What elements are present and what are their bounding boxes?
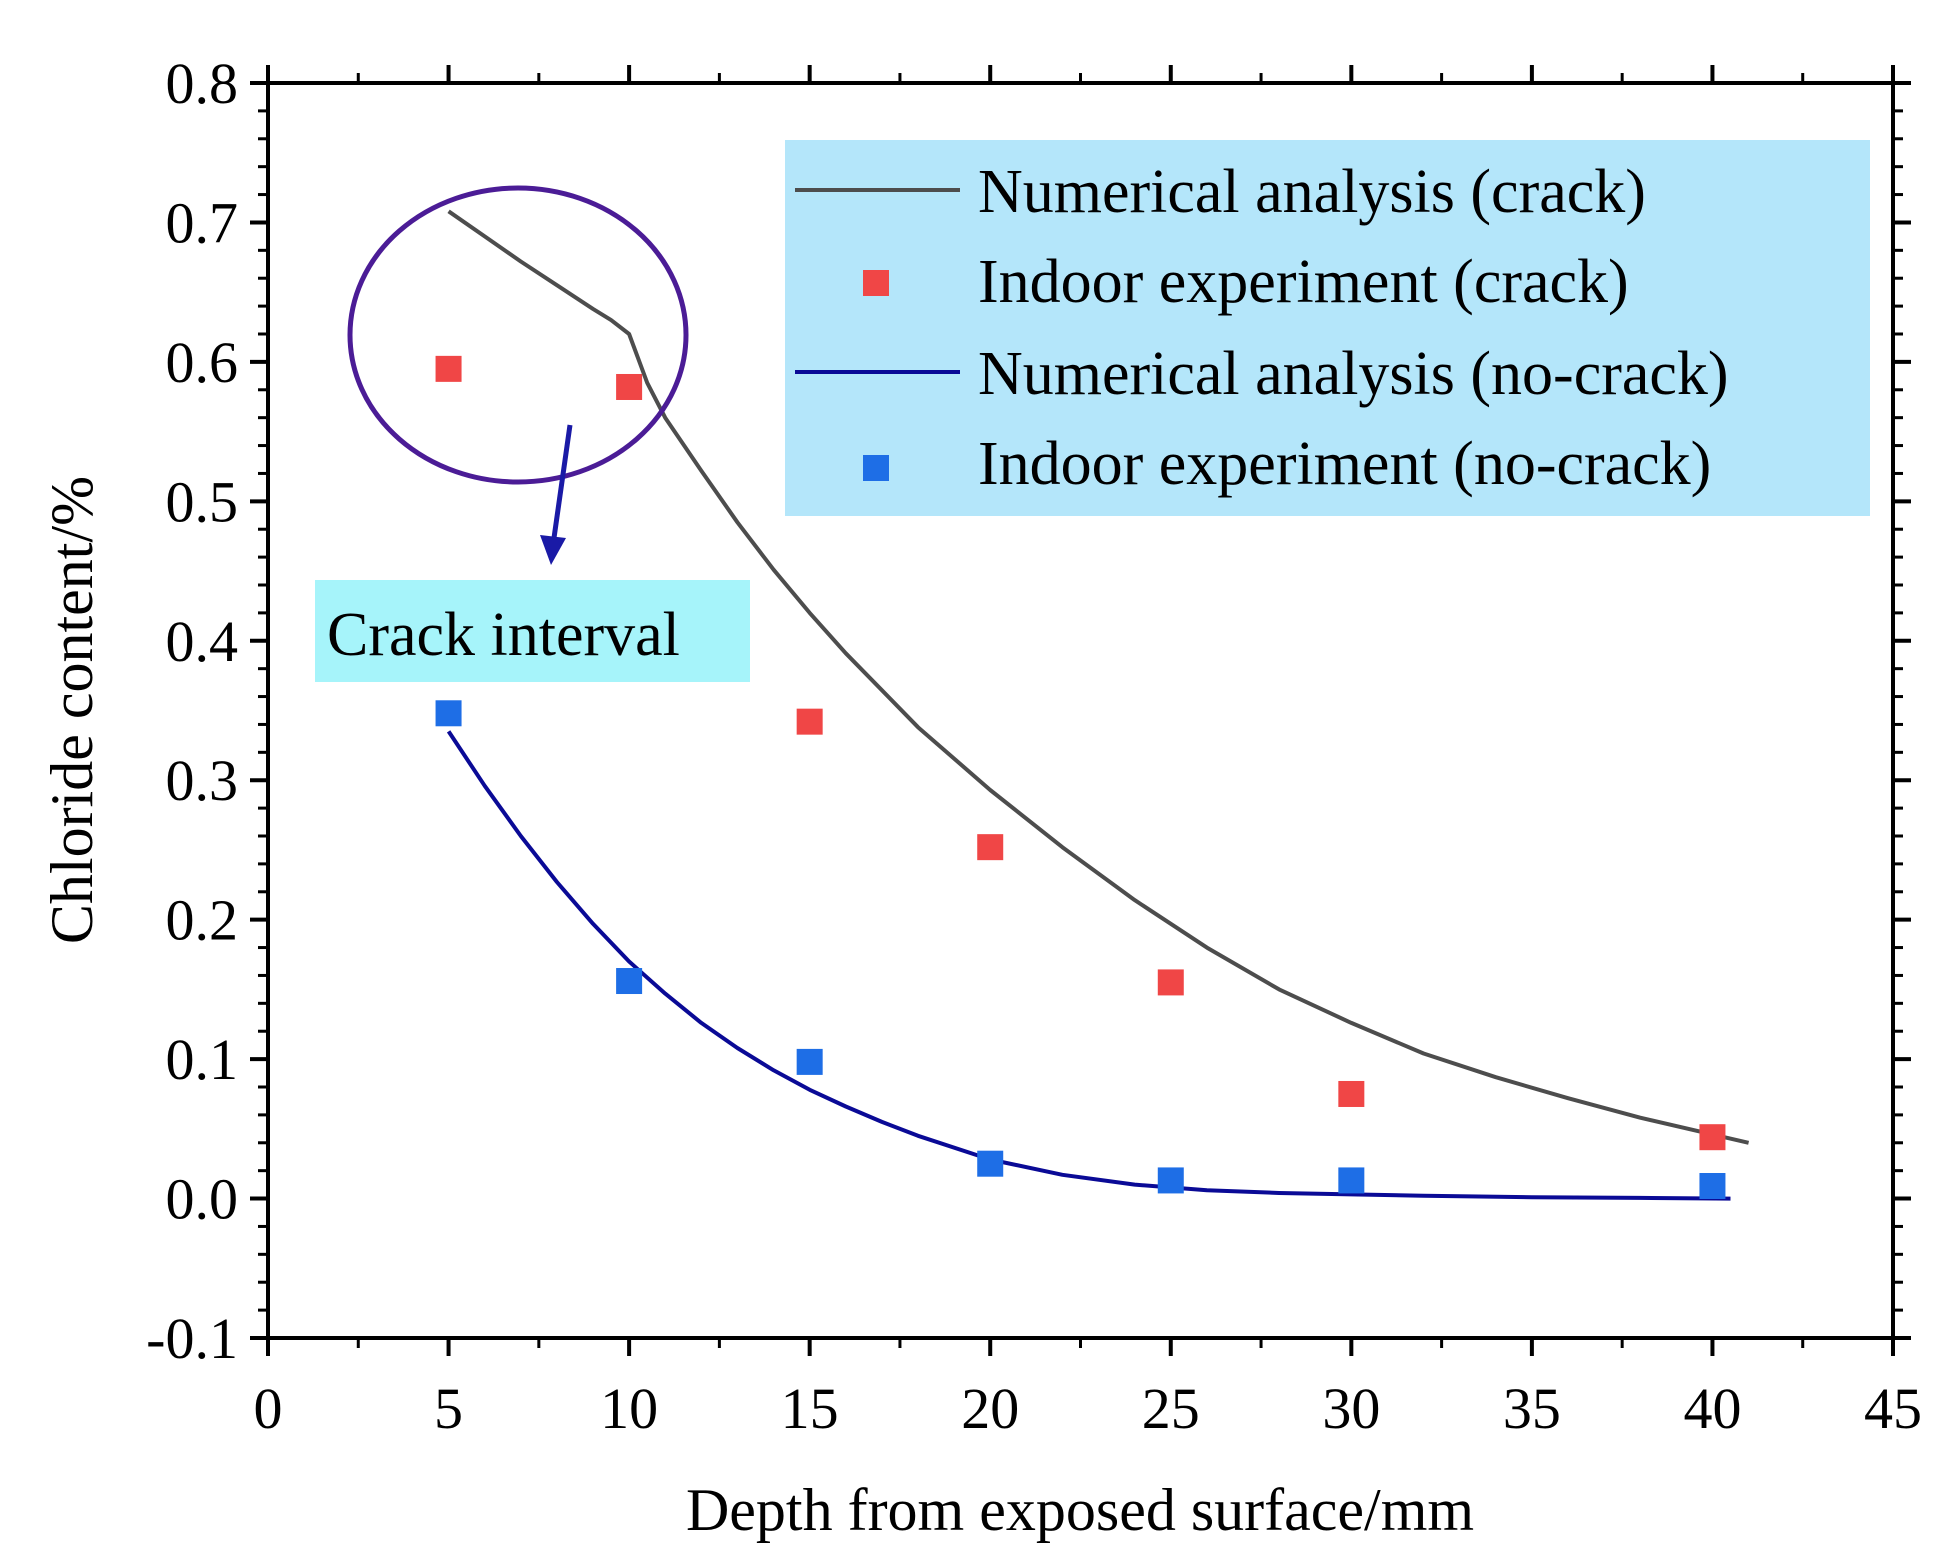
crack-interval-label: Crack interval: [327, 601, 680, 669]
x-tick-label: 5: [434, 1376, 463, 1441]
x-tick-label: 25: [1142, 1376, 1200, 1441]
data-point-1: [977, 834, 1004, 861]
legend-background: [785, 140, 1870, 516]
x-tick-label: 35: [1503, 1376, 1561, 1441]
y-tick-label: 0.8: [166, 51, 239, 116]
x-tick-label: 20: [961, 1376, 1019, 1441]
data-point-3: [796, 1048, 823, 1075]
y-tick-label: 0.4: [166, 609, 239, 674]
crack-interval-arrow-head: [540, 535, 566, 565]
series-line-0: [447, 209, 1750, 1145]
data-point-1: [616, 373, 643, 400]
data-point-3: [616, 968, 643, 995]
series-line-2: [446, 730, 1731, 1201]
x-tick-label: 15: [781, 1376, 839, 1441]
legend-label-numerical-no-crack: Numerical analysis (no-crack): [978, 340, 1729, 408]
legend-label-experiment-crack: Indoor experiment (crack): [978, 248, 1629, 316]
y-tick-label: 0.1: [166, 1027, 239, 1092]
y-tick-label: 0.0: [166, 1167, 239, 1232]
data-point-3: [435, 700, 462, 727]
y-tick-label: 0.6: [166, 330, 239, 395]
data-point-1: [1699, 1124, 1726, 1151]
data-point-1: [1338, 1080, 1365, 1107]
axis-ticks: [250, 65, 1911, 1356]
y-tick-label: 0.3: [166, 748, 239, 813]
x-tick-label: 45: [1864, 1376, 1922, 1441]
data-point-1: [1157, 969, 1184, 996]
data-point-3: [1699, 1173, 1726, 1200]
data-point-3: [1157, 1167, 1184, 1194]
y-tick-label: 0.2: [166, 888, 239, 953]
x-tick-label: 0: [254, 1376, 283, 1441]
series-layer: [435, 209, 1750, 1201]
crack-interval-ellipse: [347, 185, 689, 485]
axis-tick-labels: 0 5 10 15 20 25 30 35 40 45 -0.1 0.0 0.1 0.2 0.3 0.4 0.5…: [146, 51, 1922, 1441]
crack-interval-arrow-shaft: [550, 424, 573, 546]
crack-interval-annotation: Crack interval: [315, 185, 750, 682]
y-axis-title: Chloride content/%: [39, 476, 105, 944]
data-point-3: [1338, 1167, 1365, 1194]
crack-interval-label-background: [315, 580, 750, 682]
y-tick-label: -0.1: [146, 1306, 238, 1371]
data-point-1: [796, 708, 823, 735]
data-point-3: [977, 1150, 1004, 1177]
x-tick-label: 40: [1683, 1376, 1741, 1441]
legend-marker-crack: [863, 270, 889, 296]
x-tick-label: 10: [600, 1376, 658, 1441]
data-point-1: [435, 355, 462, 382]
y-tick-label: 0.7: [166, 190, 239, 255]
legend-label-experiment-no-crack: Indoor experiment (no-crack): [978, 430, 1711, 498]
x-axis-title: Depth from exposed surface/mm: [686, 1477, 1474, 1543]
y-tick-label: 0.5: [166, 469, 239, 534]
x-tick-label: 30: [1322, 1376, 1380, 1441]
legend-marker-no-crack: [863, 455, 889, 481]
legend: Numerical analysis (crack) Indoor experi…: [785, 140, 1870, 516]
legend-label-numerical-crack: Numerical analysis (crack): [978, 158, 1646, 226]
